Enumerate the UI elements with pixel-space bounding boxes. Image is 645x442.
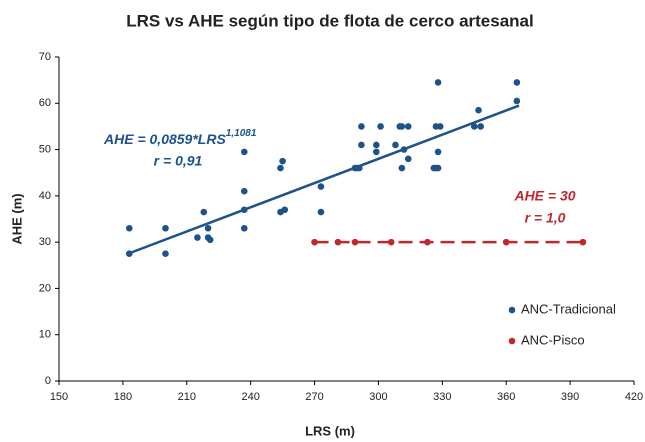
y-tick-label: 60 <box>39 97 51 109</box>
point <box>400 146 408 153</box>
r-label: r = 1,0 <box>525 210 566 226</box>
x-tick-label: 150 <box>50 391 68 403</box>
annotation: AHE = 30 <box>513 188 575 204</box>
annotation: AHE = 0,0859*LRS1,1081 <box>103 128 257 147</box>
point <box>240 148 248 156</box>
point <box>377 123 384 130</box>
point <box>240 206 248 214</box>
point <box>162 250 169 258</box>
annotation-text: AHE = 0,0859*LRS <box>103 131 226 147</box>
point <box>475 106 482 114</box>
legend-label: ANC-Tradicional <box>521 301 616 316</box>
point <box>240 187 248 195</box>
point <box>358 123 365 130</box>
point <box>477 123 484 130</box>
legend-marker <box>508 337 516 345</box>
y-tick-label: 70 <box>39 51 51 63</box>
point <box>387 238 395 246</box>
point <box>334 238 342 246</box>
point <box>317 208 325 216</box>
chart-title: LRS vs AHE según tipo de flota de cerco … <box>126 11 533 30</box>
point <box>398 123 406 130</box>
x-tick-label: 210 <box>178 391 196 403</box>
point <box>502 238 510 246</box>
point <box>317 183 325 190</box>
point <box>281 206 289 214</box>
point <box>404 123 412 130</box>
point <box>513 79 521 86</box>
point <box>277 164 284 172</box>
point <box>311 238 318 246</box>
y-tick-label: 40 <box>39 190 51 202</box>
point <box>373 141 380 149</box>
point <box>513 97 521 105</box>
point <box>355 164 363 172</box>
point <box>404 155 412 163</box>
y-tick-label: 0 <box>45 375 51 387</box>
r-label: r = 0,91 <box>154 153 203 169</box>
legend-label: ANC-Pisco <box>521 332 585 347</box>
point <box>279 157 286 165</box>
y-tick-label: 10 <box>39 329 51 341</box>
point <box>398 164 406 172</box>
point <box>200 208 208 216</box>
x-tick-label: 390 <box>561 391 579 403</box>
point <box>436 123 444 130</box>
y-axis-label: AHE (m) <box>9 193 24 244</box>
x-tick-label: 270 <box>305 391 323 403</box>
point <box>434 148 442 156</box>
y-tick-label: 30 <box>39 236 51 248</box>
y-tick-label: 50 <box>39 143 51 155</box>
point <box>162 224 169 232</box>
annotation-sup: 1,1081 <box>226 128 257 139</box>
x-tick-label: 420 <box>625 391 643 403</box>
point <box>424 238 431 246</box>
point <box>434 79 442 86</box>
x-tick-label: 240 <box>241 391 259 403</box>
point <box>125 250 133 258</box>
point <box>373 148 380 156</box>
x-tick-label: 330 <box>433 391 451 403</box>
x-tick-label: 180 <box>114 391 132 403</box>
point <box>434 164 442 172</box>
point <box>579 238 587 246</box>
point <box>204 224 212 232</box>
x-axis-label: LRS (m) <box>305 423 355 438</box>
y-tick-label: 20 <box>39 282 51 294</box>
point <box>125 224 133 232</box>
point <box>206 236 214 244</box>
point <box>194 234 201 241</box>
point <box>470 123 478 130</box>
x-tick-label: 300 <box>369 391 387 403</box>
point <box>351 238 359 246</box>
point <box>240 224 248 232</box>
legend-marker <box>508 306 516 314</box>
trend-line <box>128 104 520 255</box>
point <box>358 141 365 149</box>
x-tick-label: 360 <box>497 391 515 403</box>
point <box>392 141 399 149</box>
